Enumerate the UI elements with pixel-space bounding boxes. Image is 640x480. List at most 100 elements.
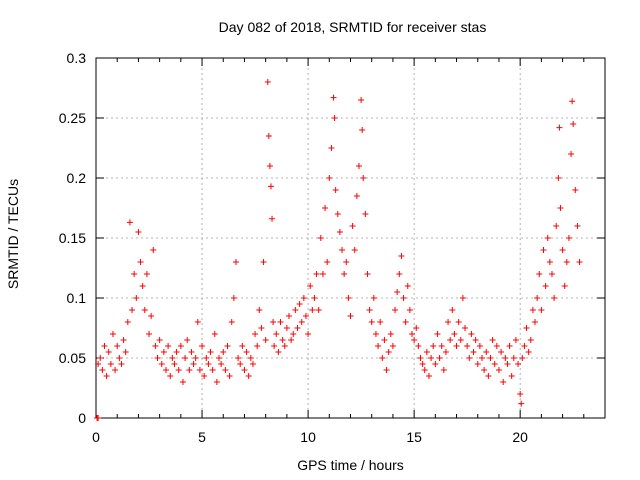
data-point (330, 94, 337, 101)
data-point (211, 331, 218, 337)
data-point (313, 271, 320, 277)
data-point (409, 331, 416, 337)
data-point (364, 271, 371, 277)
data-point (349, 223, 356, 229)
data-point (302, 313, 309, 319)
data-point (262, 337, 269, 343)
data-point (279, 337, 286, 343)
data-point (269, 215, 276, 222)
data-point (512, 337, 519, 343)
y-tick-label: 0.15 (59, 230, 86, 246)
data-point (396, 271, 403, 277)
data-point (177, 343, 184, 349)
data-point (457, 337, 464, 343)
data-point (540, 247, 547, 253)
data-point (245, 373, 252, 379)
data-point (270, 319, 277, 325)
data-point (237, 361, 244, 367)
data-point (247, 355, 254, 361)
data-point (370, 295, 377, 301)
data-point (451, 331, 458, 337)
data-point (434, 331, 441, 337)
data-point (570, 121, 577, 127)
data-point (109, 331, 116, 337)
data-point (534, 295, 541, 301)
data-point (353, 193, 360, 199)
data-point (402, 319, 409, 325)
data-point (205, 361, 212, 367)
data-point (252, 331, 259, 337)
data-point (379, 355, 386, 361)
data-point (285, 313, 292, 319)
data-point (281, 343, 288, 349)
data-point (265, 133, 272, 139)
data-point (392, 307, 399, 313)
data-point (292, 307, 299, 313)
data-point (226, 373, 233, 379)
data-point (432, 361, 439, 367)
data-point (152, 343, 159, 349)
data-point (154, 355, 161, 361)
data-point (239, 343, 246, 349)
data-point (375, 343, 382, 349)
data-point (232, 259, 239, 265)
data-point (309, 307, 316, 313)
data-point (328, 145, 335, 151)
data-point (139, 283, 146, 289)
data-point (360, 175, 367, 181)
data-point (436, 355, 443, 361)
x-tick-label: 0 (92, 429, 100, 445)
data-point (258, 325, 265, 331)
data-point (559, 247, 566, 253)
data-point (472, 337, 479, 343)
data-point (400, 295, 407, 301)
data-point (368, 319, 375, 325)
data-point (556, 124, 563, 131)
data-point (565, 235, 572, 241)
data-point (544, 235, 551, 241)
data-point (468, 331, 475, 337)
data-point (264, 79, 271, 85)
data-point (430, 343, 437, 349)
data-point (300, 295, 307, 301)
data-point (188, 349, 195, 355)
data-point (372, 331, 379, 337)
data-point (381, 337, 388, 343)
data-point (288, 337, 295, 343)
data-point (510, 355, 517, 361)
data-point (275, 349, 282, 355)
data-point (345, 295, 352, 301)
data-point (359, 127, 366, 133)
data-point (548, 271, 555, 277)
data-point (529, 307, 536, 313)
data-point (404, 283, 411, 289)
data-point (317, 235, 324, 241)
data-point (171, 361, 178, 367)
data-point (438, 343, 445, 349)
data-point (358, 97, 365, 103)
data-point (491, 361, 498, 367)
data-point (230, 295, 237, 301)
data-point (182, 355, 189, 361)
data-point (542, 283, 549, 289)
data-point (411, 337, 418, 343)
data-point (194, 319, 201, 325)
data-point (260, 259, 267, 265)
y-tick-label: 0.3 (67, 50, 87, 66)
data-point (331, 115, 338, 121)
data-point (572, 187, 579, 193)
data-point (97, 355, 104, 361)
data-point (150, 247, 157, 253)
data-point (95, 361, 102, 367)
data-point (143, 271, 150, 277)
data-point (425, 373, 432, 379)
data-point (324, 259, 331, 265)
x-tick-label: 20 (512, 429, 528, 445)
data-point (493, 343, 500, 349)
data-point (413, 325, 420, 331)
data-point (483, 349, 490, 355)
y-tick-label: 0.25 (59, 110, 86, 126)
data-point (133, 295, 140, 301)
data-point (209, 367, 216, 373)
data-point (521, 343, 528, 349)
